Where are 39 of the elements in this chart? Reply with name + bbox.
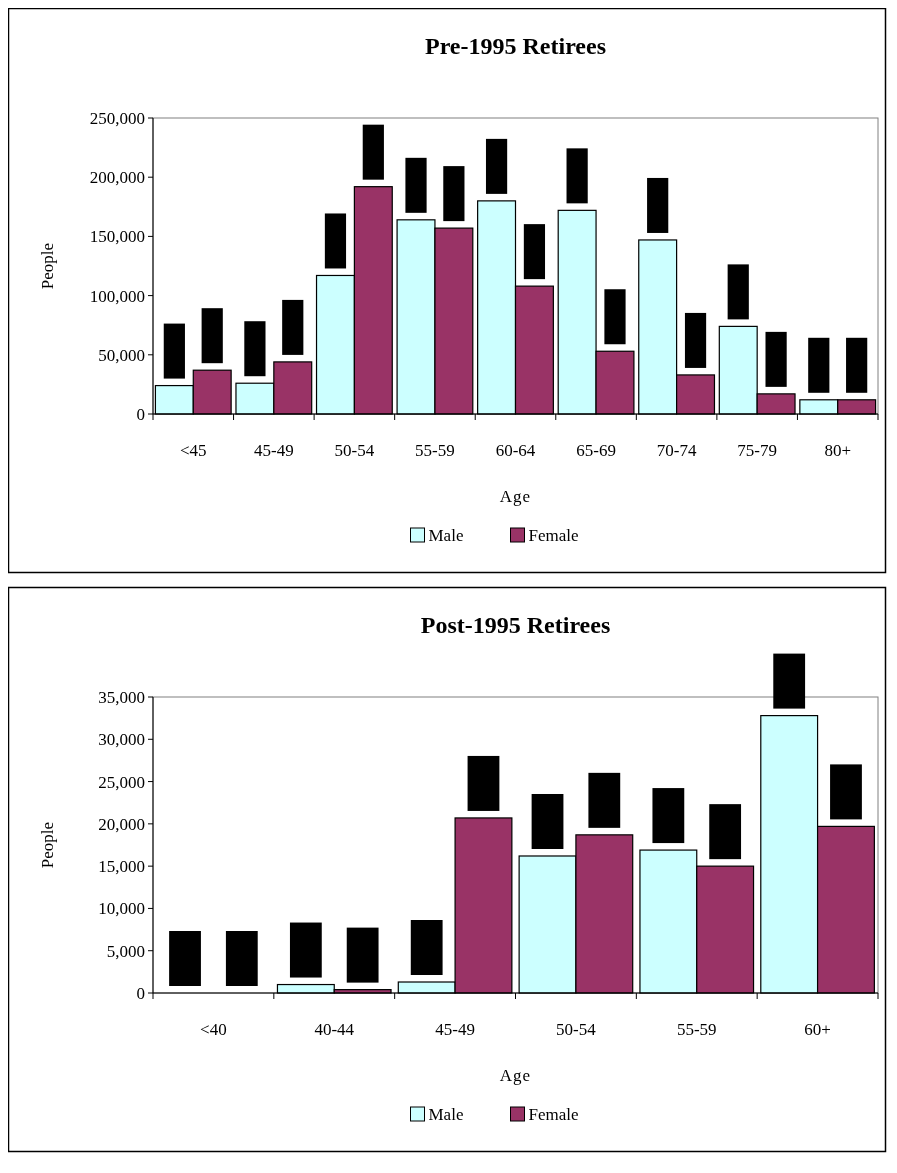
legend-label: Male	[428, 526, 464, 545]
x-tick-label: 55-59	[676, 1020, 717, 1039]
y-tick-label: 15,000	[98, 857, 145, 877]
y-tick-label: 35,000	[98, 687, 145, 707]
x-axis-title: Age	[499, 487, 532, 506]
x-tick-label: 45-49	[254, 441, 294, 460]
x-tick-label: 65-69	[576, 441, 616, 460]
x-tick-label: <45	[179, 441, 207, 460]
y-tick-label: 10,000	[98, 899, 145, 919]
y-axis-title: People	[38, 821, 57, 869]
legend-label: Female	[528, 1105, 579, 1124]
chart-title: Post-1995 Retirees	[420, 612, 611, 638]
x-tick-label: 50-54	[556, 1020, 597, 1039]
x-tick-label: <40	[200, 1020, 227, 1039]
x-tick-label: 80+	[824, 441, 852, 460]
y-tick-label: 250,000	[89, 108, 145, 128]
y-tick-label: 150,000	[89, 227, 145, 247]
x-axis-title: Age	[499, 1066, 532, 1085]
x-tick-label: 60+	[804, 1020, 831, 1039]
x-tick-label: 45-49	[435, 1020, 475, 1039]
y-tick-label: 0	[136, 983, 145, 1003]
y-tick-label: 5,000	[106, 941, 145, 961]
y-tick-label: 200,000	[89, 168, 145, 188]
legend-label: Male	[428, 1105, 464, 1124]
x-tick-label: 60-64	[495, 441, 536, 460]
y-tick-label: 50,000	[98, 345, 145, 365]
legend-label: Female	[528, 526, 579, 545]
x-tick-label: 75-79	[737, 441, 777, 460]
y-tick-label: 0	[136, 404, 145, 424]
y-tick-label: 20,000	[98, 814, 145, 834]
y-tick-label: 100,000	[89, 286, 145, 306]
x-tick-label: 50-54	[334, 441, 375, 460]
x-tick-label: 55-59	[415, 441, 455, 460]
x-tick-label: 40-44	[314, 1020, 355, 1039]
x-tick-label: 70-74	[656, 441, 697, 460]
y-tick-label: 25,000	[98, 772, 145, 792]
y-axis-title: People	[38, 242, 57, 290]
y-tick-label: 30,000	[98, 730, 145, 750]
chart-title: Pre-1995 Retirees	[424, 33, 607, 59]
